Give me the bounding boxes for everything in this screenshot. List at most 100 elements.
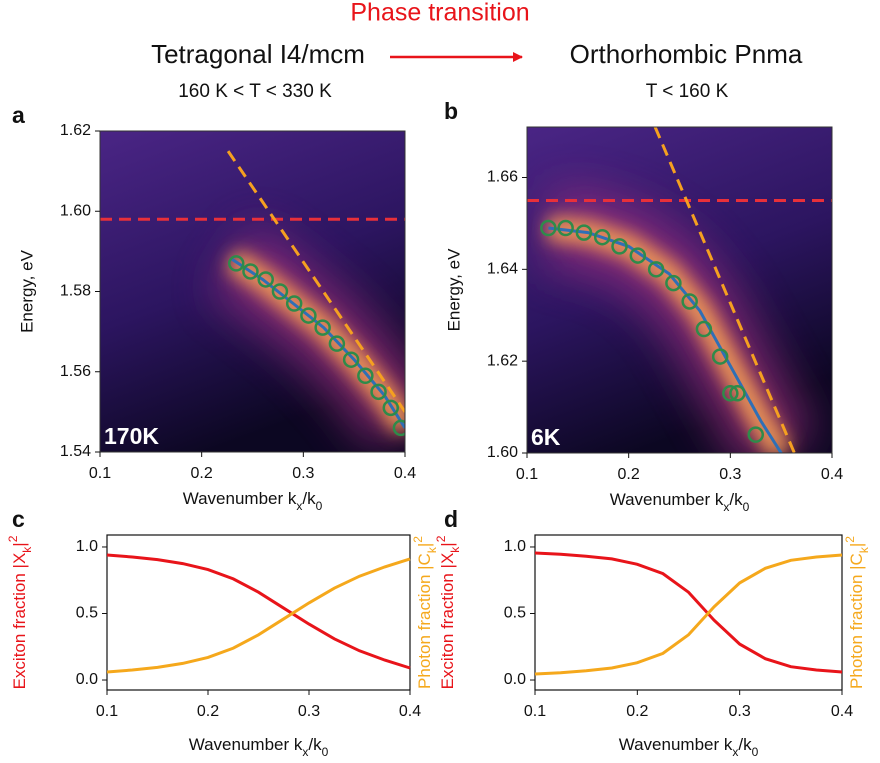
series-line bbox=[534, 553, 843, 676]
data-point bbox=[242, 263, 259, 280]
data-point bbox=[729, 385, 746, 402]
y2-axis-label-part: | bbox=[847, 543, 866, 547]
plot-frame bbox=[534, 534, 843, 691]
data-point bbox=[357, 367, 374, 385]
x-tick-label: 0.2 bbox=[618, 466, 640, 483]
series-line bbox=[106, 553, 411, 670]
x-axis-label-part: 0 bbox=[316, 499, 323, 513]
x-axis-label: Wavenumber kx/k0 bbox=[610, 490, 750, 514]
data-point bbox=[695, 320, 713, 338]
data-point bbox=[593, 228, 611, 246]
y-tick-label: 1.60 bbox=[60, 202, 91, 219]
data-point bbox=[342, 351, 360, 368]
x-axis-label: Wavenumber kx/k0 bbox=[619, 735, 759, 759]
x-tick-label: 0.2 bbox=[191, 465, 213, 482]
y2-axis-label-part: | bbox=[415, 543, 434, 547]
y-tick-label: 1.0 bbox=[76, 538, 98, 555]
y-tick-label: 1.56 bbox=[60, 363, 91, 380]
x-axis-label-part: /k bbox=[308, 735, 322, 754]
x-axis-label-part: x bbox=[296, 499, 302, 513]
panel-letter: d bbox=[444, 506, 458, 532]
x-tick-label: 0.3 bbox=[298, 703, 320, 720]
y-axis-label: Exciton fraction |Xk|2 bbox=[434, 535, 462, 689]
data-point bbox=[257, 271, 274, 288]
y2-axis-label-part: Photon fraction |C bbox=[415, 553, 434, 689]
y-tick-label: 1.0 bbox=[504, 538, 526, 555]
panel-letter: b bbox=[444, 98, 458, 124]
y-tick-label: 1.54 bbox=[60, 443, 91, 460]
y-tick-label: 0.0 bbox=[76, 671, 98, 688]
data-point bbox=[647, 261, 665, 278]
heatmap: 170K bbox=[100, 131, 405, 452]
x-axis-label: Wavenumber kx/k0 bbox=[189, 735, 329, 759]
data-point bbox=[557, 219, 574, 237]
y-tick-label: 0.5 bbox=[76, 605, 98, 622]
panel-letter: a bbox=[12, 102, 25, 128]
y-tick-label: 1.62 bbox=[487, 352, 518, 369]
to-range: T < 160 K bbox=[646, 81, 729, 102]
to-phase: Orthorhombic Pnma bbox=[570, 39, 803, 69]
data-point bbox=[392, 419, 405, 437]
x-axis-label-part: 0 bbox=[322, 745, 329, 759]
x-tick-label: 0.1 bbox=[89, 465, 111, 482]
temperature-label: 170K bbox=[104, 423, 159, 449]
y-axis-label-part: Exciton fraction |X bbox=[438, 553, 457, 690]
series-line bbox=[534, 551, 843, 674]
data-point bbox=[540, 219, 557, 237]
data-point bbox=[575, 224, 593, 241]
x-axis-label-part: /k bbox=[729, 490, 743, 509]
photon-line bbox=[226, 150, 405, 413]
y2-axis-label-part: k bbox=[857, 546, 871, 553]
data-point bbox=[681, 293, 698, 310]
y2-axis-label: Photon fraction |Ck|2 bbox=[411, 536, 439, 689]
data-point bbox=[285, 295, 303, 312]
plot-frame bbox=[106, 534, 411, 691]
x-axis-label: Wavenumber kx/k0 bbox=[183, 489, 323, 513]
x-tick-label: 0.1 bbox=[516, 466, 538, 483]
x-tick-label: 0.3 bbox=[719, 466, 741, 483]
y-tick-label: 1.64 bbox=[487, 261, 518, 278]
y-axis-label-part: k bbox=[448, 546, 462, 553]
x-tick-label: 0.4 bbox=[394, 465, 416, 482]
x-axis-label-part: x bbox=[302, 745, 308, 759]
y-axis-label-part: k bbox=[20, 546, 34, 553]
y-axis-label-part: Exciton fraction |X bbox=[10, 553, 29, 690]
panel-letter: c bbox=[12, 506, 25, 532]
x-tick-label: 0.4 bbox=[821, 466, 843, 483]
from-phase: Tetragonal I4/mcm bbox=[151, 39, 365, 69]
data-point bbox=[629, 247, 647, 264]
y-axis-label: Energy, eV bbox=[444, 248, 463, 332]
x-tick-label: 0.3 bbox=[729, 703, 751, 720]
data-point bbox=[271, 283, 289, 300]
x-axis-label-part: Wavenumber k bbox=[610, 490, 724, 509]
photon-line bbox=[653, 127, 796, 453]
data-point bbox=[227, 255, 245, 272]
x-axis-label-part: 0 bbox=[743, 500, 750, 514]
x-axis-label-part: /k bbox=[738, 735, 752, 754]
from-range: 160 K < T < 330 K bbox=[178, 81, 332, 102]
x-axis-label-part: Wavenumber k bbox=[619, 735, 733, 754]
y-tick-label: 1.62 bbox=[60, 122, 91, 139]
x-tick-label: 0.1 bbox=[524, 703, 546, 720]
y-axis-label-part: | bbox=[438, 542, 457, 546]
data-point bbox=[370, 383, 387, 401]
y-axis-label-part: | bbox=[10, 542, 29, 546]
y-axis-label-part: 2 bbox=[434, 535, 448, 542]
x-tick-label: 0.3 bbox=[292, 465, 314, 482]
figure-title: Phase transition bbox=[350, 0, 529, 27]
data-point bbox=[711, 348, 729, 365]
x-tick-label: 0.2 bbox=[626, 703, 648, 720]
y2-axis-label-part: 2 bbox=[411, 536, 425, 543]
x-axis-label-part: 0 bbox=[752, 745, 759, 759]
x-axis-label-part: /k bbox=[302, 489, 316, 508]
x-axis-label-part: x bbox=[732, 745, 738, 759]
x-tick-label: 0.4 bbox=[831, 703, 853, 720]
data-point bbox=[747, 426, 764, 443]
y-tick-label: 1.66 bbox=[487, 169, 518, 186]
heatmap: 6K bbox=[527, 127, 832, 453]
plot-frame bbox=[526, 126, 833, 454]
temperature-label: 6K bbox=[531, 424, 561, 450]
y-tick-label: 1.60 bbox=[487, 444, 518, 461]
y-axis-label-part: 2 bbox=[6, 535, 20, 542]
